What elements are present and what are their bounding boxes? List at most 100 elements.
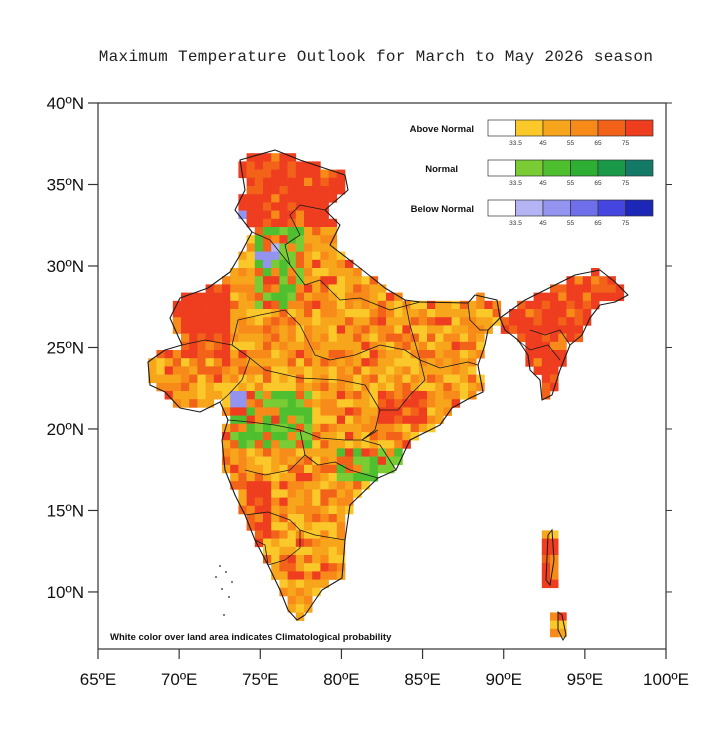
grid-cell <box>361 366 370 375</box>
grid-cell <box>312 587 321 597</box>
grid-cell <box>336 423 346 433</box>
grid-cell <box>287 473 297 482</box>
grid-cell <box>435 382 444 392</box>
grid-cell <box>312 456 321 466</box>
grid-cell <box>558 333 567 343</box>
grid-cell <box>263 325 272 334</box>
grid-cell <box>410 399 420 408</box>
grid-cell <box>402 333 411 343</box>
grid-cell <box>377 440 387 449</box>
grid-cell <box>287 497 297 507</box>
grid-cell <box>541 555 551 564</box>
grid-cell <box>295 587 305 597</box>
grid-cell <box>287 177 297 187</box>
grid-cell <box>418 309 428 318</box>
grid-cell <box>320 317 329 326</box>
grid-cell <box>189 341 198 351</box>
grid-cell <box>254 202 264 211</box>
grid-cell <box>320 325 329 334</box>
grid-cell <box>197 366 206 375</box>
grid-cell <box>525 358 534 367</box>
grid-cell <box>181 366 190 375</box>
grid-cell <box>304 604 313 613</box>
grid-cell <box>254 218 264 228</box>
grid-cell <box>246 456 256 466</box>
grid-cell <box>336 358 346 367</box>
grid-cell <box>582 317 592 326</box>
grid-cell <box>558 628 567 638</box>
grid-cell <box>295 284 305 293</box>
grid-cell <box>361 276 370 285</box>
grid-cell <box>369 399 379 408</box>
grid-cell <box>312 202 321 211</box>
legend-swatch <box>542 159 571 177</box>
grid-cell <box>304 391 313 400</box>
grid-cell <box>271 448 280 457</box>
grid-cell <box>279 317 288 326</box>
grid-cell <box>304 596 313 605</box>
grid-cell <box>386 358 395 367</box>
grid-cell <box>246 407 256 416</box>
grid-cell <box>328 259 338 269</box>
grid-cell <box>369 366 379 375</box>
grid-cell <box>345 432 354 441</box>
legend-swatch <box>515 119 544 137</box>
grid-cell <box>304 473 313 482</box>
grid-cell <box>328 350 338 359</box>
grid-cell <box>558 317 567 326</box>
grid-cell <box>377 407 387 416</box>
legend-swatch <box>625 119 654 137</box>
grid-cell <box>328 186 338 195</box>
legend-swatch <box>542 119 571 137</box>
grid-cell <box>254 186 264 195</box>
grid-cell <box>271 546 280 556</box>
grid-cell <box>345 440 354 449</box>
grid-cell <box>353 399 362 408</box>
grid-cell <box>377 382 387 392</box>
grid-cell <box>304 210 313 220</box>
grid-cell <box>328 358 338 367</box>
grid-cell <box>312 489 321 498</box>
grid-cell <box>550 571 559 580</box>
grid-cell <box>254 235 264 244</box>
grid-cell <box>550 628 559 638</box>
grid-cell <box>336 391 346 400</box>
grid-cell <box>271 505 280 515</box>
grid-cell <box>213 309 223 318</box>
legend-swatch <box>570 199 599 217</box>
legend-threshold: 65 <box>594 140 602 147</box>
grid-cell <box>312 382 321 392</box>
grid-cell <box>230 300 239 310</box>
grid-cell <box>205 325 215 334</box>
grid-cell <box>279 243 288 252</box>
grid-cell <box>246 268 256 277</box>
grid-cell <box>353 489 362 498</box>
grid-cell <box>394 456 403 466</box>
grid-cell <box>295 259 305 269</box>
grid-cell <box>271 227 280 236</box>
grid-cell <box>312 522 321 531</box>
grid-cell <box>287 587 297 597</box>
grid-cell <box>377 464 387 474</box>
grid-cell <box>295 489 305 498</box>
grid-cell <box>254 489 264 498</box>
grid-cell <box>295 497 305 507</box>
grid-cell <box>279 268 288 277</box>
grid-cell <box>435 415 444 425</box>
grid-cell <box>254 210 264 220</box>
grid-cell <box>320 350 329 359</box>
grid-cell <box>427 366 436 375</box>
grid-cell <box>213 382 223 392</box>
grid-cell <box>246 235 256 244</box>
grid-cell <box>320 407 329 416</box>
grid-cell <box>172 399 182 408</box>
grid-cell <box>246 423 256 433</box>
grid-cell <box>181 382 190 392</box>
grid-cell <box>263 202 272 211</box>
grid-cell <box>328 333 338 343</box>
grid-cell <box>328 432 338 441</box>
grid-cell <box>525 350 534 359</box>
grid-cell <box>484 309 493 318</box>
grid-cell <box>304 415 313 425</box>
grid-cell <box>328 530 338 539</box>
